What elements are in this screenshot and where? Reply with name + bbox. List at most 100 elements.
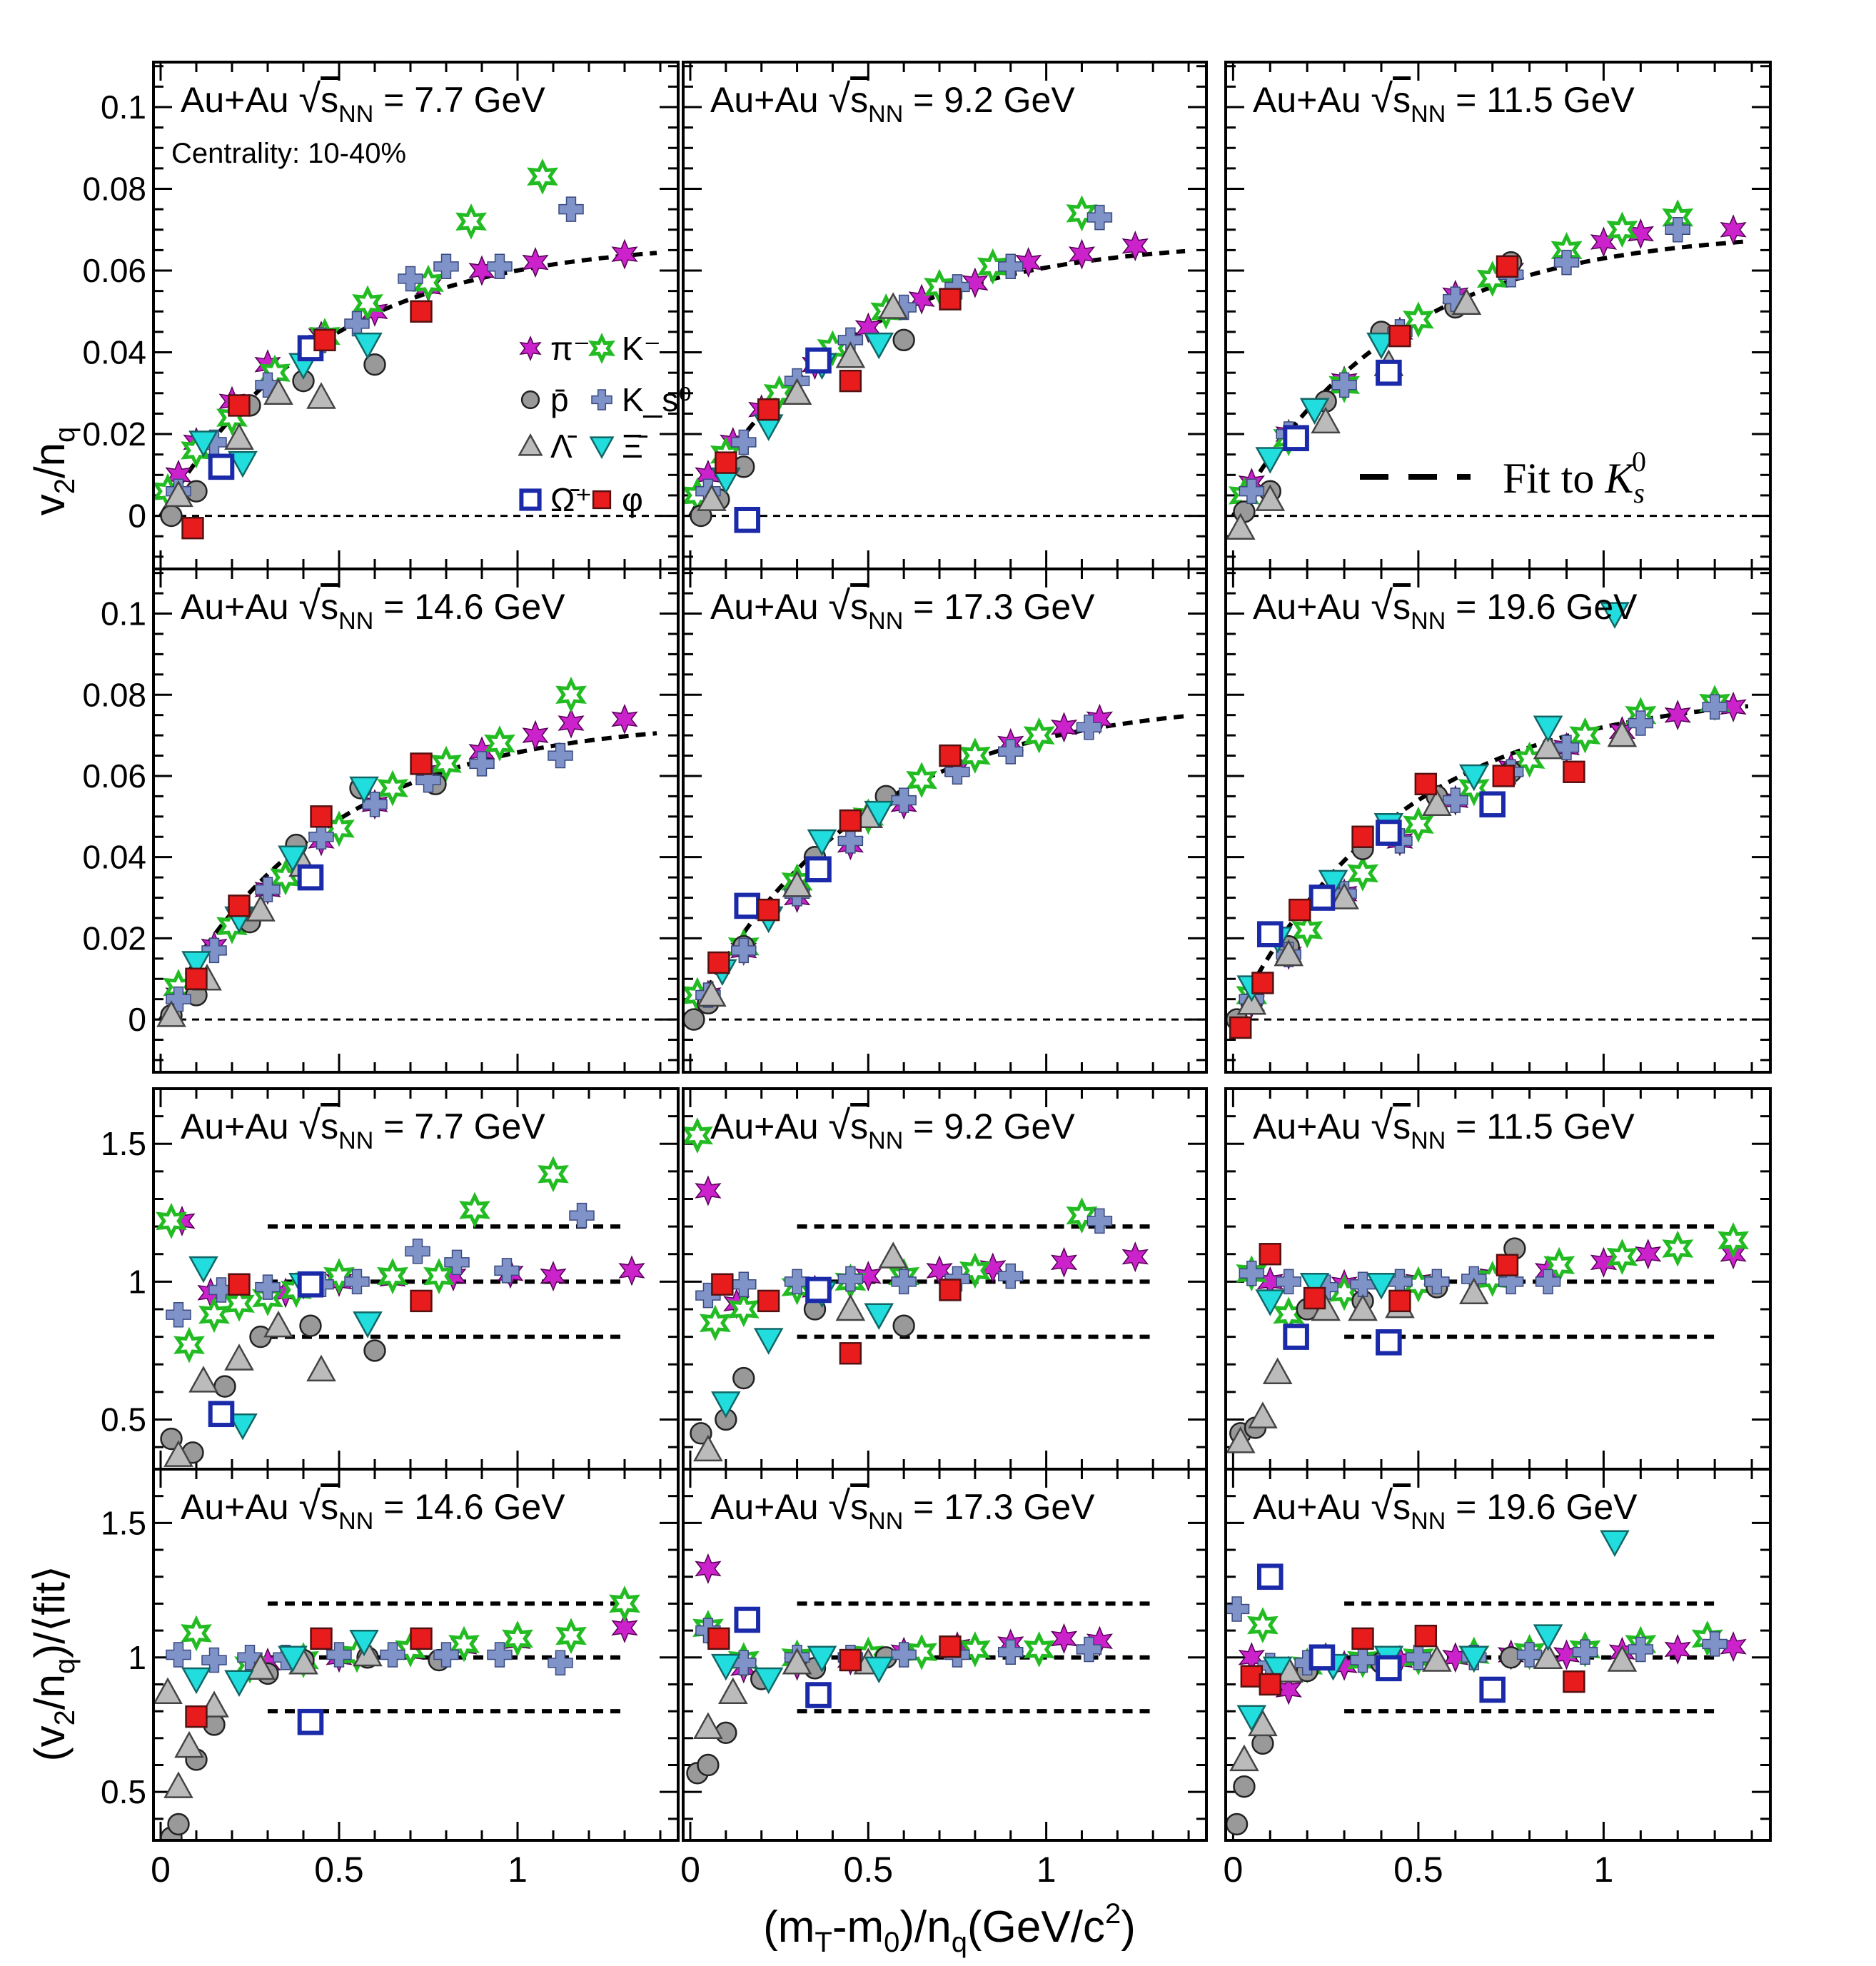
data-point-phi [1251, 972, 1274, 994]
data-point-anti-xi [181, 951, 211, 978]
data-point-pi-minus [1121, 1241, 1149, 1273]
data-point-anti-lambda [1533, 732, 1563, 760]
data-point-k-short [1553, 249, 1580, 276]
v2-panel-3-series-phi [1388, 255, 1519, 348]
data-point-anti-xi [711, 1653, 741, 1681]
data-point-k-short [1086, 204, 1113, 231]
v2-panel-4-series-phi [185, 752, 433, 990]
data-point-anti-xi [1255, 1289, 1286, 1316]
data-point-pi-minus [1121, 231, 1149, 262]
data-point-k-short [487, 1642, 513, 1668]
data-point-anti-lambda [306, 382, 336, 409]
v2-panel-5-fit-curve [688, 714, 1186, 1021]
data-point-k-short [1076, 1636, 1102, 1663]
data-point-k-short [548, 742, 573, 769]
ratio-panel-4-series-phi [185, 1627, 433, 1728]
v2-panel-4-ticks [153, 569, 678, 1072]
data-point-k-short [1665, 217, 1690, 243]
data-point-phi [228, 1273, 251, 1296]
data-point-phi [410, 1627, 433, 1650]
v2-panel-1-plot-area [153, 158, 678, 540]
data-point-anti-omega [1376, 1655, 1402, 1682]
v2-panel-1-ticks [153, 62, 678, 569]
data-point-anti-lambda [1262, 1357, 1293, 1385]
v2-panel-1: Au+Au √sNN = 7.7 GeV 0 0.02 0.04 0.06 0.08 0.1 [82, 61, 680, 570]
data-point-anti-omega [1376, 1329, 1402, 1356]
data-point-phi [757, 898, 780, 922]
data-point-anti-omega [1308, 884, 1336, 911]
data-point-pi-minus [1050, 1623, 1078, 1654]
data-point-anti-lambda [163, 1771, 193, 1798]
ratio-panel-2-plot-area [683, 1117, 1154, 1462]
data-point-anti-lambda [782, 378, 812, 405]
ratio-panel-3-plot-area [1226, 1222, 1750, 1453]
data-point-k-short [1443, 787, 1468, 813]
data-point-pi-minus [854, 1261, 882, 1292]
x-tick-label: 0 [151, 1850, 171, 1890]
data-point-anti-omega [734, 1606, 761, 1633]
data-point-anti-proton [697, 1753, 720, 1777]
data-point-anti-lambda [1607, 720, 1638, 747]
data-point-k-minus [1347, 855, 1379, 892]
data-point-pi-minus [1720, 214, 1747, 246]
y-tick-label: 0.04 [82, 839, 146, 876]
data-point-k-minus [173, 1326, 205, 1363]
data-point-k-short [201, 1647, 227, 1673]
v2-panel-3-series-anti-lambda [1226, 288, 1482, 540]
data-point-k-minus [198, 1296, 230, 1334]
v2-panel-5-frame [682, 568, 1208, 1074]
data-point-k-short [255, 1274, 281, 1300]
data-point-k-short [1535, 1269, 1561, 1295]
data-point-k-short [569, 1202, 595, 1229]
ratio-panel-5-frame [682, 1468, 1208, 1842]
data-point-anti-lambda [224, 1344, 254, 1371]
data-point-pi-minus [1664, 700, 1691, 731]
legend-label: K_s⁰ [622, 381, 692, 418]
data-point-k-minus [699, 1304, 731, 1341]
v2-panel-5-series-k-minus [683, 717, 1055, 1014]
data-point-k-minus [959, 1631, 991, 1668]
data-point-k-short [837, 1266, 864, 1292]
ratio-panel-1: Au+Au √sNN = 7.7 GeV 0.5 1 1.5 [101, 1087, 680, 1471]
v2-panel-6-series-anti-omega [1256, 791, 1506, 947]
data-point-anti-lambda [693, 1712, 723, 1739]
data-point-k-short [1331, 372, 1357, 398]
data-point-phi [1414, 772, 1437, 796]
ratio-panel-3: Au+Au √sNN = 11.5 GeV [1224, 1087, 1772, 1471]
data-point-anti-lambda [1348, 1294, 1378, 1321]
data-point-k-minus [1606, 211, 1638, 248]
ratio-panel-2-series-anti-lambda [693, 1241, 909, 1462]
data-point-anti-lambda [1274, 939, 1304, 967]
centrality-label: Centrality: 10-40% [171, 138, 406, 169]
data-point-k-short [1498, 1269, 1524, 1295]
v2-panel-3-plot-area [1226, 199, 1770, 540]
data-point-pi-minus [854, 312, 882, 343]
data-point-phi [939, 1279, 962, 1301]
ratio-panel-6-series-phi [1240, 1624, 1585, 1696]
v2-panel-6-energy-label: Au+Au √sNN = 19.6 GeV [1253, 583, 1638, 635]
data-point-anti-lambda [1311, 406, 1341, 434]
data-point-k-minus [555, 1618, 587, 1655]
data-point-anti-lambda [163, 1440, 193, 1467]
legend-marker-anti-omega [519, 488, 542, 511]
data-point-k-short [784, 1269, 810, 1295]
v2-panel-2-series-anti-omega [734, 347, 832, 533]
data-point-k-short [1350, 1271, 1376, 1297]
v2-panel-5-ticks [683, 569, 1206, 1072]
data-point-anti-lambda [835, 1294, 866, 1321]
x-tick-label: 0 [680, 1850, 700, 1890]
data-point-pi-minus [611, 703, 638, 735]
data-point-k-short [1406, 1645, 1431, 1670]
data-point-anti-xi [864, 332, 894, 360]
ratio-panel-4-series-anti-xi [181, 1629, 379, 1697]
data-point-k-short [1239, 1261, 1265, 1286]
data-point-anti-xi [1366, 332, 1396, 360]
v2-panel-5-series-phi [707, 744, 962, 974]
v2-panel-3-series-anti-xi [1255, 332, 1396, 474]
y-tick-label: 0.02 [82, 415, 146, 453]
data-point-k-minus [609, 1586, 640, 1622]
species-legend: π⁻ K⁻ p̄ K_s⁰ Λ̄ Ξ̄ Ω̄⁺ φ [518, 330, 692, 518]
legend-entry-k-short: K_s⁰ [591, 381, 692, 418]
data-point-anti-xi [1458, 764, 1489, 792]
data-point-pi-minus [1050, 1246, 1078, 1278]
